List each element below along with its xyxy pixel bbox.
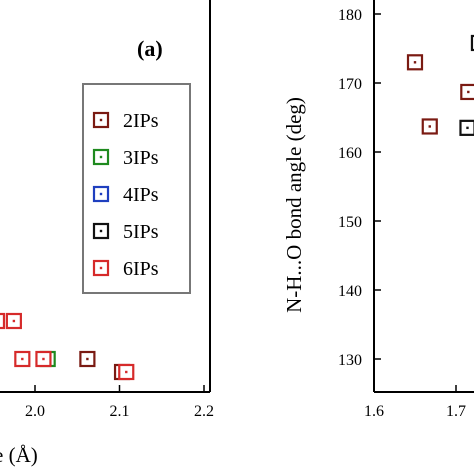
data-point-2IPs (79, 350, 96, 368)
legend-item-2IPs: 2IPs (92, 110, 159, 132)
data-point-6IPs (14, 350, 31, 368)
panel-b-y-axis-title: N-H...O bond angle (deg) (282, 97, 306, 313)
legend-label: 5IPs (123, 221, 159, 243)
panel-a-x-tick-label: 2.1 (110, 403, 130, 420)
panel-a-points (0, 312, 135, 381)
panel-b-y-tick-label: 130 (338, 352, 362, 369)
panel-b-x-tick-label: 1.6 (364, 403, 384, 420)
panel-b-x-tick-label: 1.7 (446, 403, 466, 420)
legend-marker-3IPs (92, 148, 110, 166)
data-point-2IPs (421, 118, 438, 135)
panel-b-y-tick-label: 180 (338, 7, 362, 24)
panel-a-x-ticks: 2.0 2.1 2.2 (25, 385, 214, 420)
data-point-6IPs (0, 312, 6, 330)
legend-marker-4IPs (92, 185, 110, 203)
data-point-2IPs (406, 54, 424, 71)
panel-b-x-ticks: 1.6 1.7 (364, 385, 466, 420)
data-point-6IPs (35, 350, 52, 368)
legend-label: 6IPs (123, 258, 159, 280)
legend-item-5IPs: 5IPs (92, 221, 159, 243)
panel-a-x-tick-label: 2.2 (194, 403, 214, 420)
legend-label: 3IPs (123, 147, 159, 169)
data-point-6IPs (118, 363, 135, 381)
data-point-5IPs (470, 34, 474, 52)
data-point-6IPs (5, 312, 22, 330)
panel-b-y-tick-label: 150 (338, 214, 362, 231)
legend-marker-2IPs (92, 111, 110, 129)
panel-b-y-tick-label: 170 (338, 76, 362, 93)
panel-a-x-tick-label: 2.0 (25, 403, 45, 420)
legend-item-6IPs: 6IPs (92, 258, 159, 280)
panel-b-y-tick-label: 140 (338, 283, 362, 300)
legend-item-4IPs: 4IPs (92, 184, 159, 206)
panel-b-y-ticks: 130 140 150 160 170 180 (338, 7, 381, 369)
legend-item-3IPs: 3IPs (92, 147, 159, 169)
panel-a-x-axis-title: e (Å) (0, 443, 38, 467)
legend-label: 2IPs (123, 110, 159, 132)
panel-b-chart: 130 140 150 160 170 180 1.6 1.7 N-H...O bond a… (282, 0, 474, 420)
panel-b-y-tick-label: 160 (338, 145, 362, 162)
data-point-5IPs (459, 119, 474, 136)
legend-marker-6IPs (92, 259, 110, 277)
data-point-2IPs (460, 83, 474, 101)
legend-label: 4IPs (123, 184, 159, 206)
panel-a-label: (a) (137, 36, 163, 61)
panel-a-chart: (a) 2.0 2.1 2.2 e (Å) 2IPs 3IPs 4IPs 5IPs 6IPs (0, 0, 214, 467)
legend-marker-5IPs (92, 222, 110, 240)
legend: 2IPs 3IPs 4IPs 5IPs 6IPs (82, 83, 191, 294)
panel-b-points (406, 34, 474, 136)
